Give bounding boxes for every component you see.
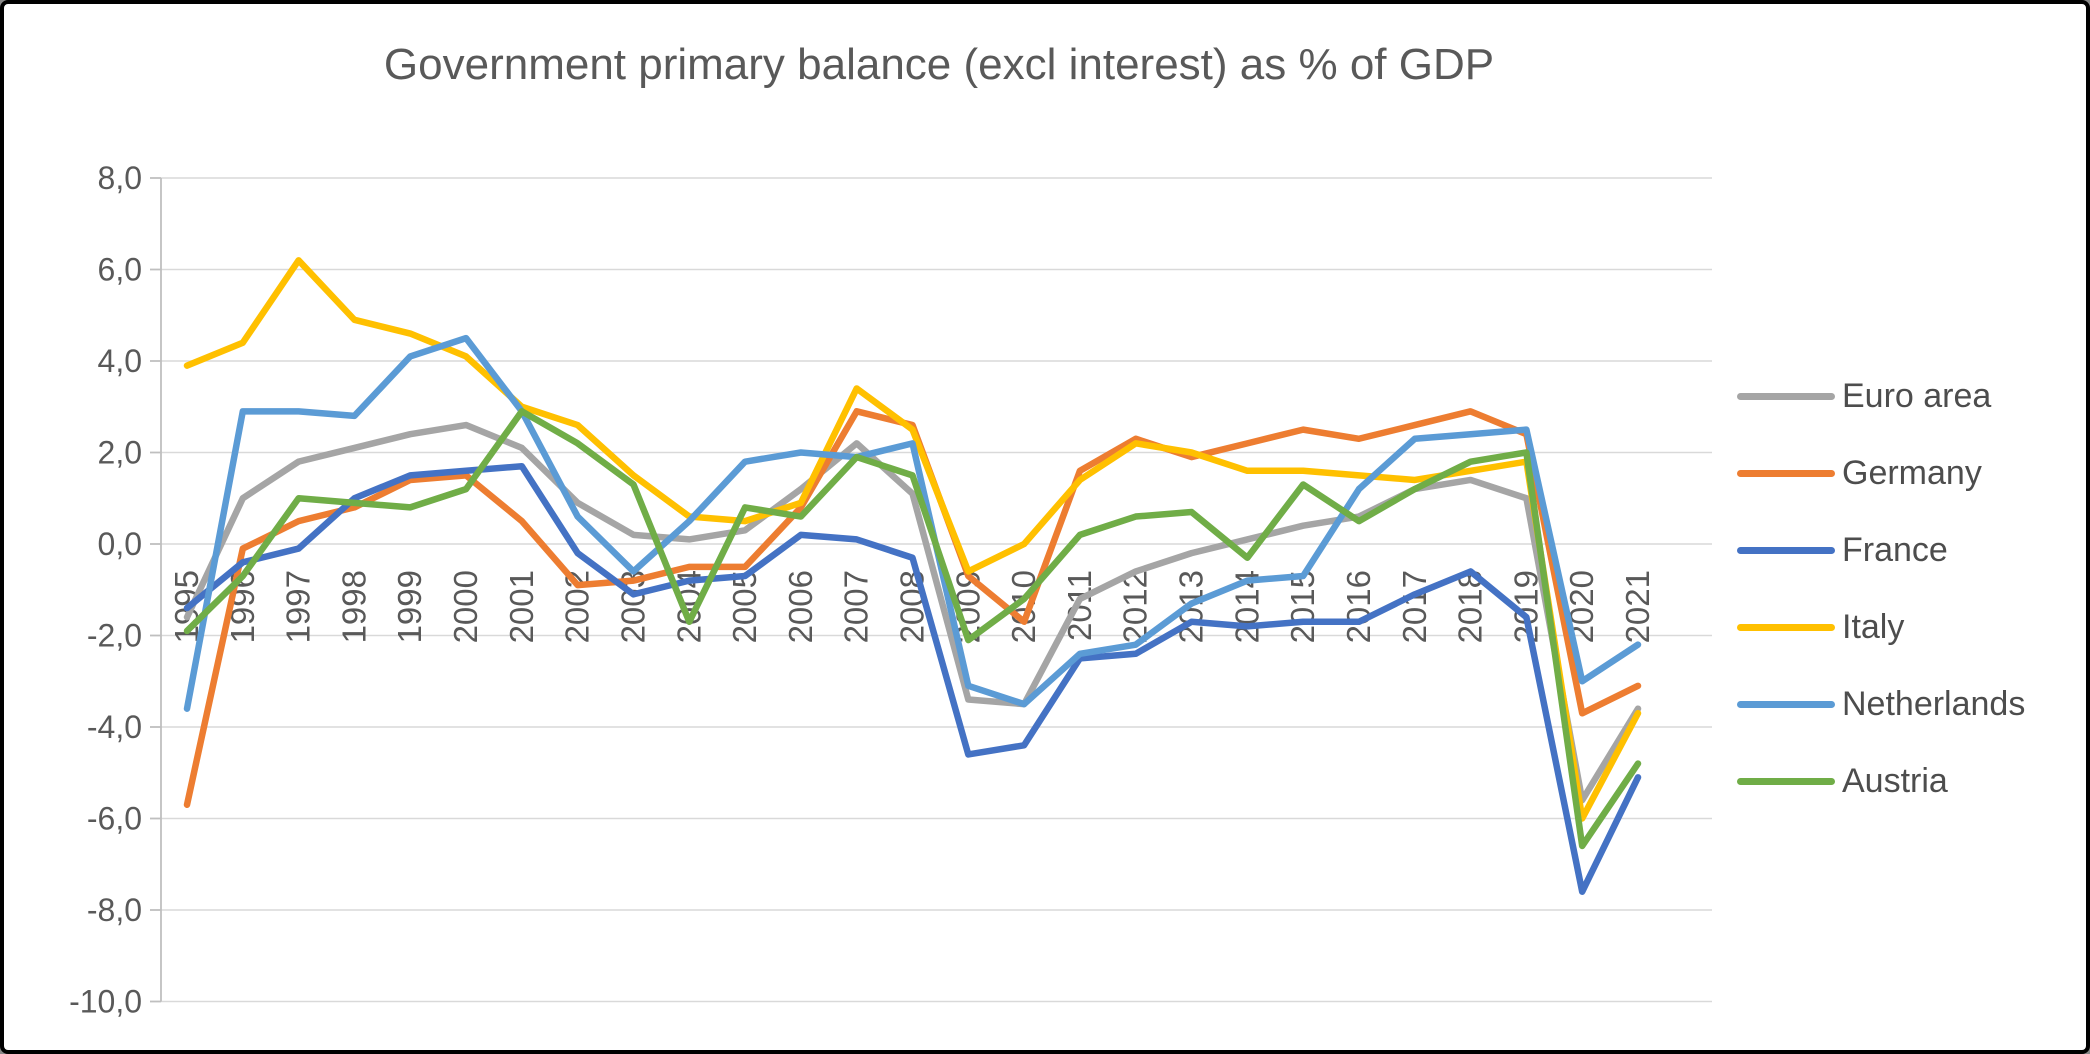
y-tick-label: 8,0 <box>98 160 142 196</box>
series-line-austria <box>183 408 1642 850</box>
legend-label: Germany <box>1842 453 1982 492</box>
legend-line-swatch <box>1737 469 1835 477</box>
series-line-france <box>183 462 1642 895</box>
x-tick-label: 2001 <box>503 570 540 643</box>
legend-entry-netherlands: Netherlands <box>1737 684 2026 723</box>
x-tick-label: 2006 <box>782 570 819 643</box>
y-tick-label: -4,0 <box>87 709 142 745</box>
series-line-germany <box>183 408 1642 809</box>
x-tick-label: 1998 <box>335 570 372 643</box>
legend-entry-france: France <box>1737 530 1948 569</box>
legend-entry-italy: Italy <box>1737 607 1905 646</box>
x-tick-label: 2005 <box>726 570 763 643</box>
y-tick-label: -2,0 <box>87 618 142 654</box>
legend-label: Italy <box>1842 607 1905 646</box>
legend-line-swatch <box>1737 392 1835 400</box>
x-tick-label: 2000 <box>447 570 484 643</box>
legend-line-swatch <box>1737 623 1835 631</box>
x-tick-label: 2016 <box>1340 570 1377 643</box>
legend-line-swatch <box>1737 777 1835 785</box>
legend-entry-austria: Austria <box>1737 761 1948 800</box>
legend-label: Euro area <box>1842 376 1992 415</box>
chart-canvas: 8,06,04,02,00,0-2,0-4,0-6,0-8,0-10,01995… <box>69 160 1712 1020</box>
x-tick-label: 2012 <box>1117 570 1154 643</box>
x-tick-label: 2007 <box>838 570 875 643</box>
x-tick-label: 2021 <box>1619 570 1656 643</box>
legend-line-swatch <box>1737 546 1835 554</box>
x-tick-label: 1997 <box>280 570 317 643</box>
y-tick-label: 0,0 <box>98 526 142 562</box>
series-lines <box>183 257 1642 895</box>
x-tick-label: 2015 <box>1284 570 1321 643</box>
legend-entry-euro-area: Euro area <box>1737 376 1992 415</box>
legend-line-swatch <box>1737 700 1835 708</box>
y-tick-label: -6,0 <box>87 801 142 837</box>
x-axis-labels: 1995 1996 1997 1998 1999 2000 2001 2002 2003 2004… <box>168 570 1656 643</box>
y-tick-label: 6,0 <box>98 252 142 288</box>
y-tick-label: 2,0 <box>98 435 142 471</box>
x-tick-label: 1999 <box>391 570 428 643</box>
x-tick-label: 2017 <box>1396 570 1433 643</box>
series-line-netherlands <box>183 334 1642 712</box>
y-tick-label: 4,0 <box>98 343 142 379</box>
y-tick-label: -10,0 <box>69 984 142 1020</box>
y-tick-label: -8,0 <box>87 892 142 928</box>
legend-label: France <box>1842 530 1948 569</box>
legend-label: Austria <box>1842 761 1948 800</box>
y-axis <box>150 177 162 1003</box>
legend-entry-germany: Germany <box>1737 453 1982 492</box>
series-line-italy <box>183 257 1642 822</box>
chart-title: Government primary balance (excl interes… <box>383 40 1495 89</box>
y-axis-labels: 8,0 6,0 4,0 2,0 0,0 -2,0 -4,0 -6,0 -8,0 -10,0 <box>69 160 142 1020</box>
legend-label: Netherlands <box>1842 684 2026 723</box>
